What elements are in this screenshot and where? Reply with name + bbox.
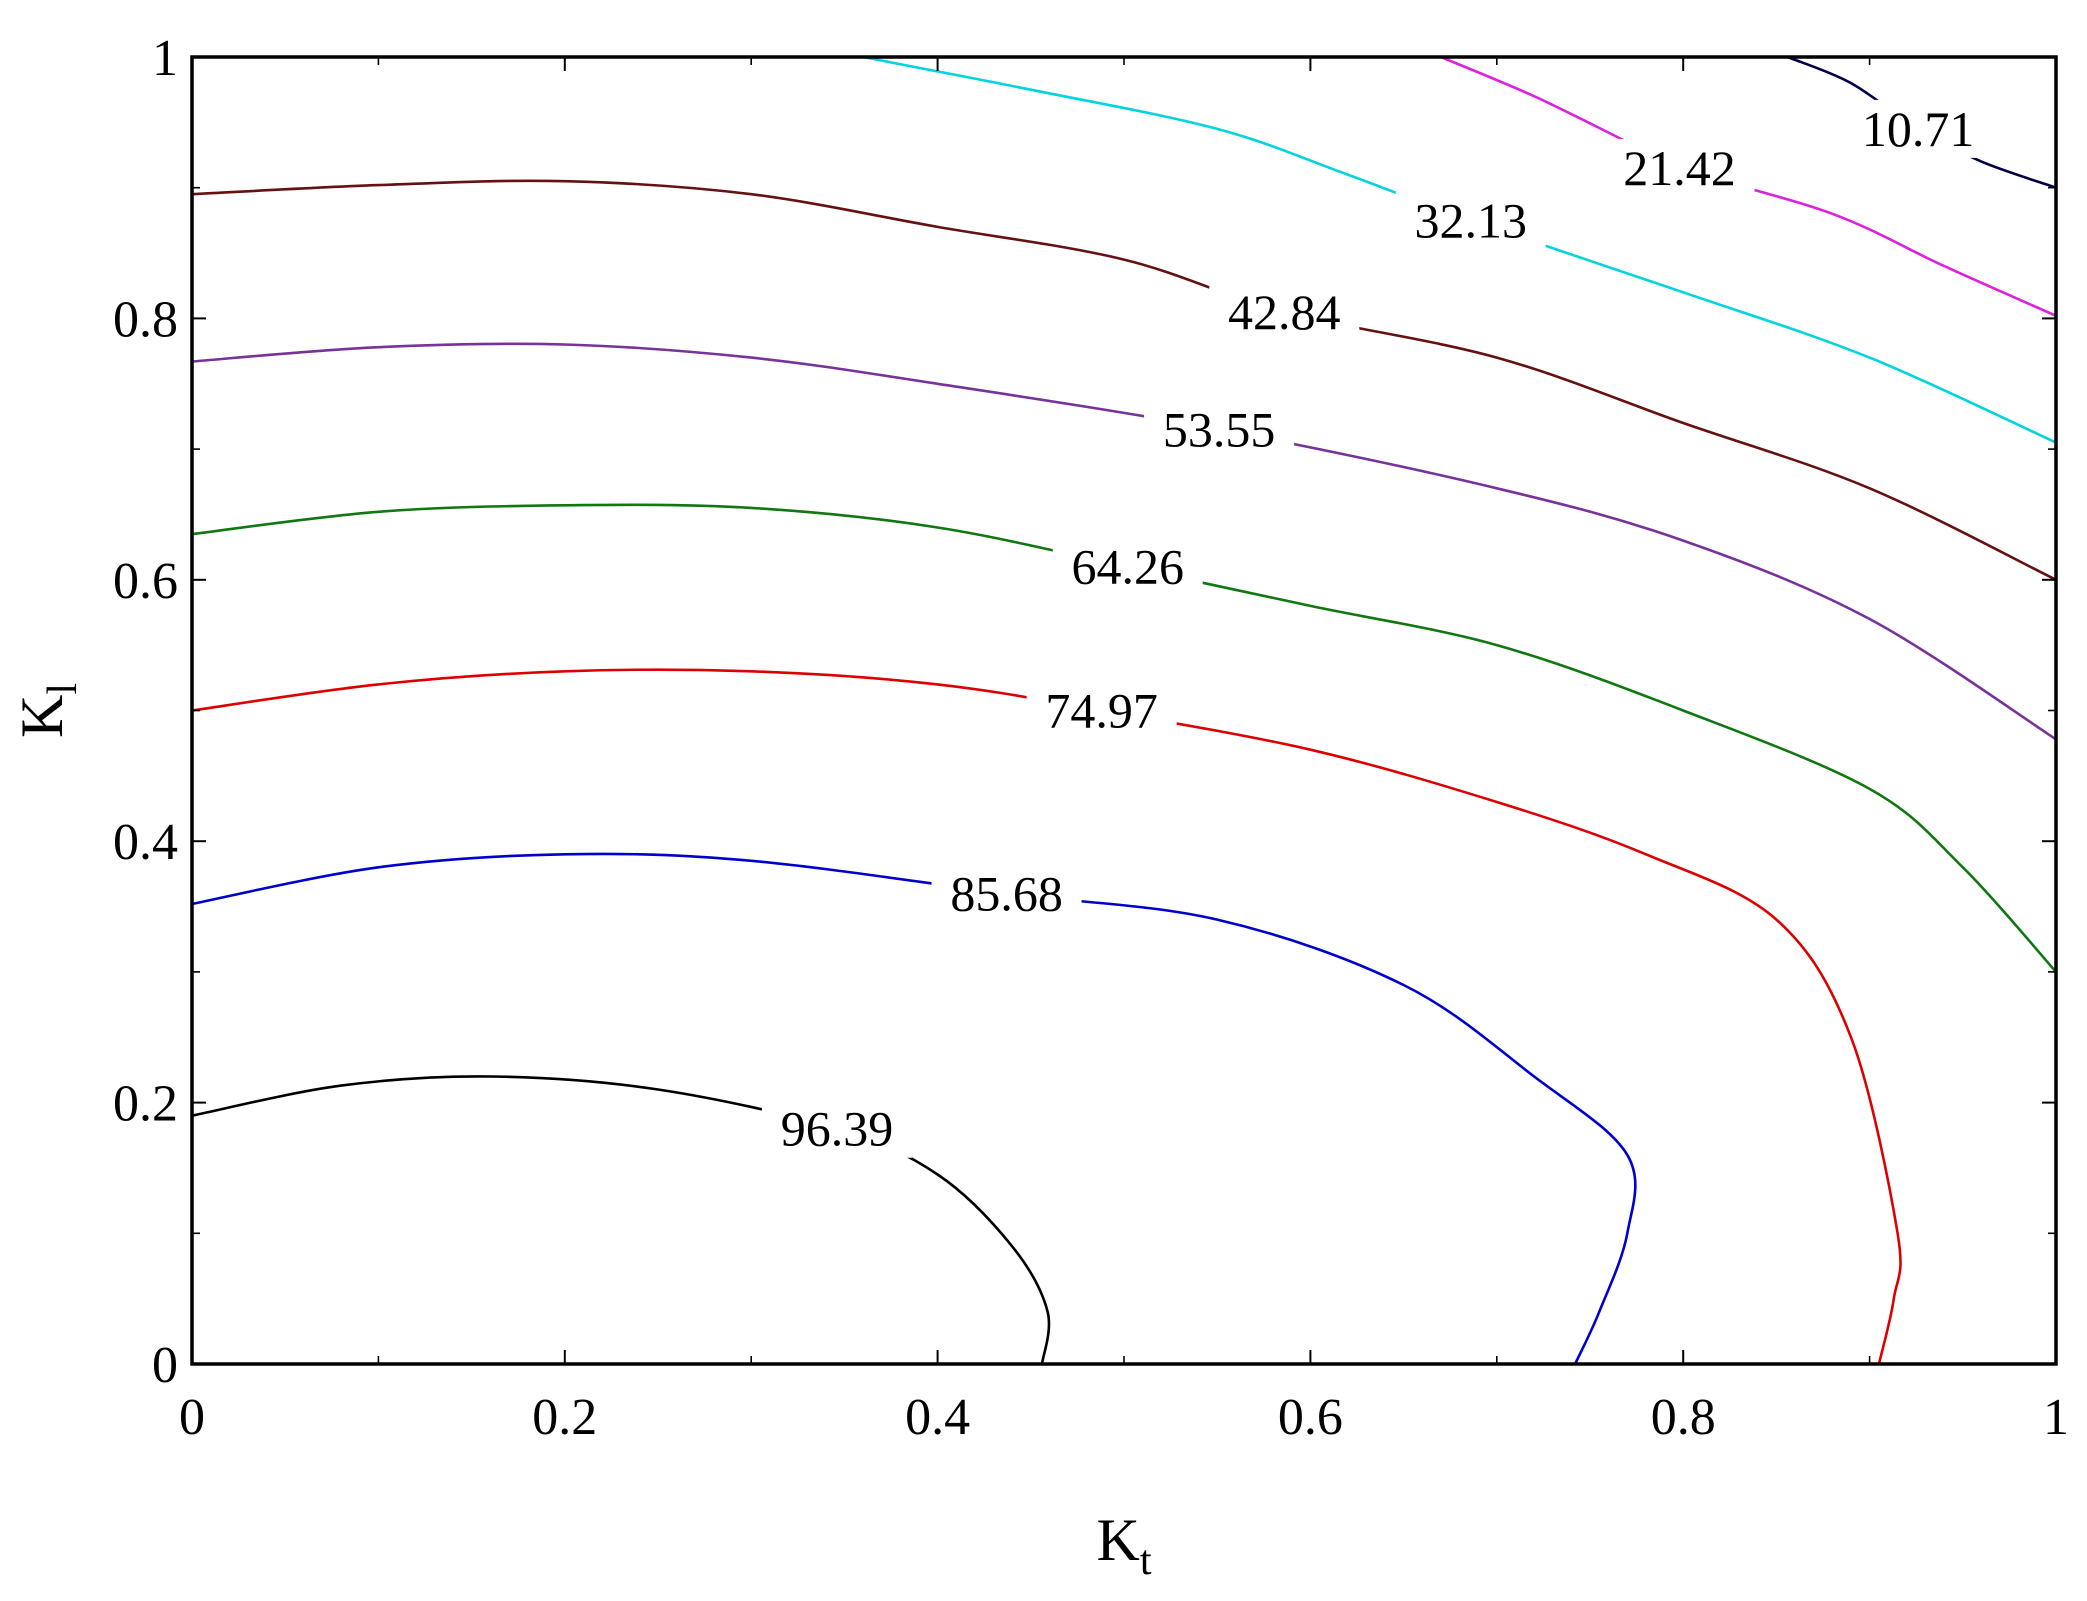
contour-label-21-42: 21.42 [1623,140,1736,196]
x-tick-label: 0 [179,1389,205,1446]
contour-label-background [1144,400,1295,459]
y-tick-label: 0.8 [113,291,178,348]
contour-line-85-68 [191,852,1637,1365]
contour-line-64-26 [191,503,2057,973]
y-axis-label-main: K [9,695,75,738]
contour-label-background [1052,537,1203,596]
ticks-layer: 0 0.2 0.4 0.6 0.8 1 0 0.2 0.4 0.6 0.8 1 [113,30,2069,1446]
contour-label-42-84: 42.84 [1228,284,1341,340]
contour-label-background [1604,139,1755,198]
contour-label-background [1209,282,1360,341]
x-tick-label: 0.2 [532,1389,597,1446]
contour-label-32-13: 32.13 [1414,192,1527,248]
contour-label-10-71: 10.71 [1862,101,1975,157]
y-tick-label: 0.6 [113,553,178,610]
contour-label-background [931,864,1082,923]
y-tick-label: 0.4 [113,814,178,871]
contours-layer [191,55,2057,1365]
y-tick-label: 0.2 [113,1076,178,1133]
x-axis-label-sub: t [1140,1538,1152,1584]
contour-line-53-55 [191,342,2057,741]
x-tick-label: 0.8 [1651,1389,1716,1446]
contour-label-74-97: 74.97 [1045,683,1158,739]
contour-label-53-55: 53.55 [1163,401,1276,457]
x-axis-label-main: K [1096,1507,1139,1573]
contour-label-background [1395,191,1546,250]
y-axis-label: Kl [9,683,86,738]
y-tick-label: 0 [152,1337,178,1394]
x-axis-label: Kt [1096,1507,1151,1584]
x-tick-label: 0.6 [1278,1389,1343,1446]
contour-label-background [1026,681,1177,740]
x-tick-label: 1 [2043,1389,2069,1446]
contour-label-background [1843,99,1994,158]
contour-labels-layer: 96.39 85.68 74.97 64.26 53.55 42.84 32.13 21.42… [761,99,1994,1158]
contour-label-background [761,1099,912,1158]
contour-label-64-26: 64.26 [1071,539,1184,595]
contour-label-85-68: 85.68 [950,865,1063,921]
contour-line-42-84 [191,179,2057,581]
y-tick-label: 1 [152,30,178,87]
contour-line-74-97 [191,668,1902,1365]
y-axis-label-sub: l [40,683,86,695]
contour-label-96-39: 96.39 [781,1101,894,1157]
x-tick-label: 0.4 [905,1389,970,1446]
